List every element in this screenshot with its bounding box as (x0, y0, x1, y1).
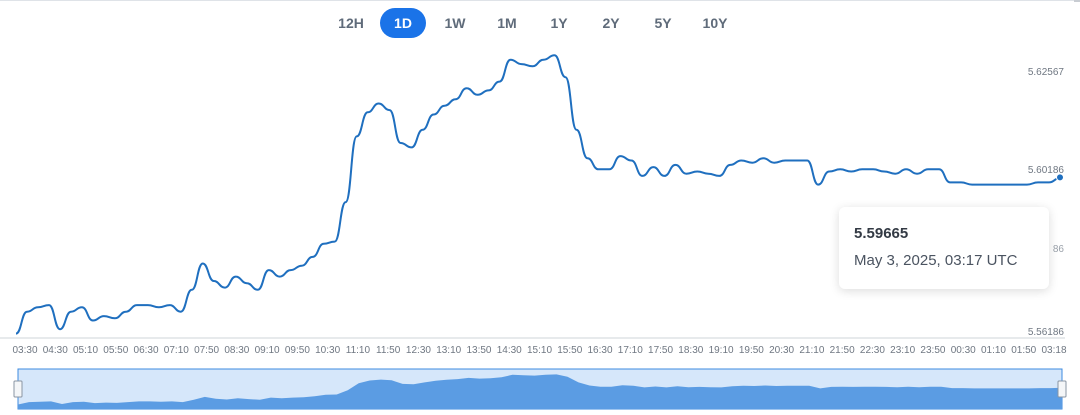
y-tick-label-partial: 86 (1053, 244, 1065, 255)
x-tick-label: 15:10 (527, 345, 552, 356)
x-tick-label: 19:50 (739, 345, 764, 356)
x-tick-label: 10:30 (315, 345, 340, 356)
x-tick-label: 05:10 (73, 345, 98, 356)
x-tick-label: 09:50 (285, 345, 310, 356)
time-range-tabs: 12H 1D 1W 1M 1Y 2Y 5Y 10Y (328, 8, 738, 40)
x-tick-label: 12:30 (406, 345, 431, 356)
x-tick-label: 13:50 (466, 345, 491, 356)
x-tick-label: 19:10 (709, 345, 734, 356)
navigator-left-handle[interactable] (13, 380, 23, 398)
x-tick-label: 13:10 (436, 345, 461, 356)
x-tick-label: 11:10 (346, 345, 371, 356)
x-tick-label: 07:10 (164, 345, 189, 356)
y-tick-label: 5.56186 (1028, 327, 1065, 338)
price-series-line (15, 54, 1061, 335)
x-tick-label: 21:10 (799, 345, 824, 356)
tab-2y[interactable]: 2Y (602, 15, 620, 31)
x-tick-label: 09:10 (255, 345, 280, 356)
x-tick-label: 15:50 (557, 345, 582, 356)
x-tick-label: 11:50 (376, 345, 401, 356)
y-tick-label: 5.60186 (1028, 165, 1065, 176)
tab-5y[interactable]: 5Y (654, 15, 672, 31)
tab-1y[interactable]: 1Y (550, 15, 568, 31)
x-tick-label: 17:50 (648, 345, 673, 356)
x-tick-label: 08:30 (224, 345, 249, 356)
tooltip-value: 5.59665 (854, 225, 909, 242)
y-tick-label: 5.62567 (1028, 67, 1065, 78)
x-tick-label: 01:10 (981, 345, 1006, 356)
x-tick-label: 07:50 (194, 345, 219, 356)
x-tick-label: 20:30 (769, 345, 794, 356)
x-tick-label: 23:50 (920, 345, 945, 356)
x-tick-label: 00:30 (951, 345, 976, 356)
x-tick-label: 16:30 (588, 345, 613, 356)
tooltip-date: May 3, 2025, 03:17 UTC (854, 252, 1018, 269)
x-tick-label: 18:30 (678, 345, 703, 356)
navigator-area (18, 374, 1062, 409)
x-tick-label: 22:30 (860, 345, 885, 356)
tab-10y[interactable]: 10Y (702, 15, 728, 31)
x-tick-label: 03:30 (12, 345, 37, 356)
x-tick-label: 05:50 (103, 345, 128, 356)
tooltip-point-marker (1056, 173, 1064, 182)
x-tick-label: 21:50 (830, 345, 855, 356)
corner-mark (1074, 0, 1080, 2)
x-tick-label: 04:30 (43, 345, 68, 356)
x-tick-label: 01:50 (1011, 345, 1036, 356)
x-tick-label: 23:10 (890, 345, 915, 356)
tab-1m[interactable]: 1M (497, 15, 517, 31)
x-tick-label: 14:30 (497, 345, 522, 356)
chart-tooltip: 5.59665 May 3, 2025, 03:17 UTC (839, 207, 1049, 289)
x-tick-label: 03:18 (1041, 345, 1066, 356)
top-divider (0, 0, 1080, 1)
tab-1w[interactable]: 1W (444, 15, 466, 31)
x-tick-label: 06:30 (134, 345, 159, 356)
tab-1d[interactable]: 1D (380, 8, 426, 38)
navigator-right-handle[interactable] (1057, 380, 1067, 398)
tab-12h[interactable]: 12H (338, 15, 364, 31)
x-tick-label: 17:10 (618, 345, 643, 356)
